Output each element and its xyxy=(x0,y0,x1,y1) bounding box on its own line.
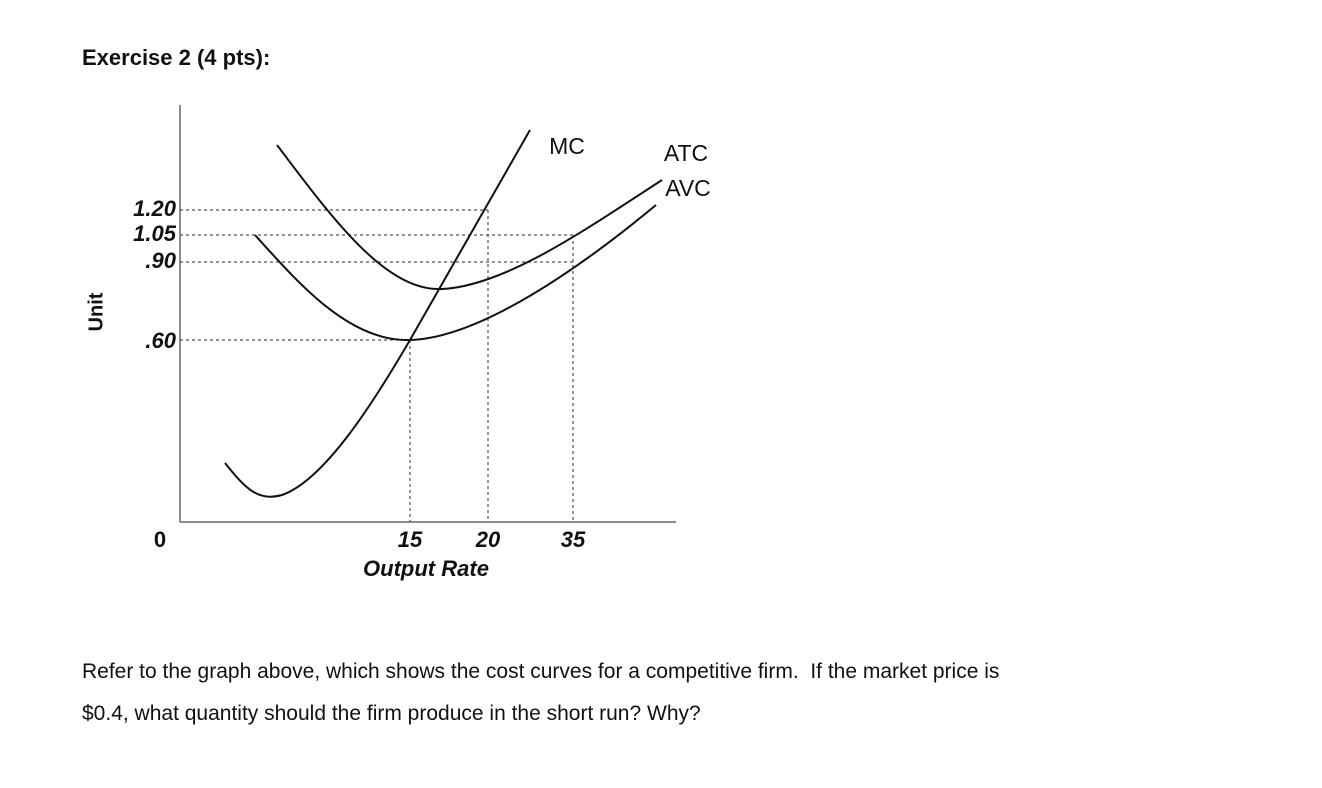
atc-curve xyxy=(276,144,663,291)
x-axis-label: Output Rate xyxy=(363,556,489,581)
y-axis-label: Unit xyxy=(85,292,107,331)
y-tick-label: .60 xyxy=(145,328,176,353)
curve-label: AVC xyxy=(665,175,711,201)
question-text: Refer to the graph above, which shows th… xyxy=(82,660,1000,683)
exercise-title: Exercise 2 (4 pts): xyxy=(82,45,271,70)
y-tick-label: .90 xyxy=(145,248,176,273)
mc-curve xyxy=(224,129,531,498)
y-tick-label: 1.20 xyxy=(133,196,177,221)
y-tick-label: 1.05 xyxy=(133,221,177,246)
curve-label: ATC xyxy=(664,140,708,166)
x-tick-label: 35 xyxy=(561,527,586,552)
y-tick-label: 0 xyxy=(154,527,166,552)
avc-curve xyxy=(254,204,657,342)
x-tick-label: 20 xyxy=(475,527,501,552)
curve-label: MC xyxy=(549,133,585,159)
x-tick-label: 15 xyxy=(398,527,423,552)
question-text: $0.4, what quantity should the firm prod… xyxy=(82,702,701,725)
cost-curves-figure: 1.20 1.05 .90 .60 0 15 20 35 Output Rate… xyxy=(85,105,711,581)
